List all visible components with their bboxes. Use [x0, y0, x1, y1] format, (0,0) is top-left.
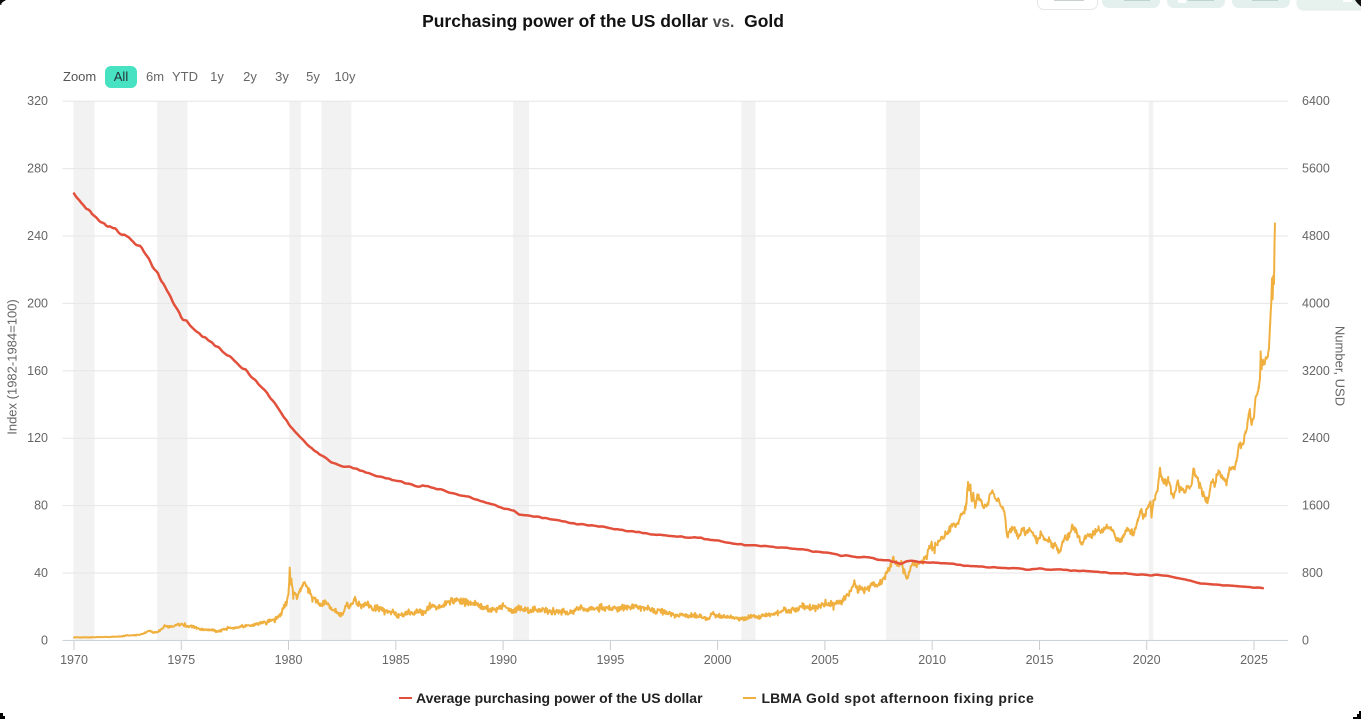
svg-text:2005: 2005: [811, 653, 839, 667]
svg-text:240: 240: [27, 229, 48, 243]
svg-text:1600: 1600: [1302, 499, 1330, 513]
svg-text:1985: 1985: [382, 653, 410, 667]
svg-text:6400: 6400: [1302, 94, 1330, 108]
svg-text:1970: 1970: [60, 653, 88, 667]
svg-text:320: 320: [27, 94, 48, 108]
svg-text:2010: 2010: [918, 653, 946, 667]
svg-text:160: 160: [27, 364, 48, 378]
svg-text:120: 120: [27, 431, 48, 445]
svg-text:1975: 1975: [167, 653, 195, 667]
svg-text:2020: 2020: [1133, 653, 1161, 667]
svg-text:1990: 1990: [489, 653, 517, 667]
svg-text:800: 800: [1302, 566, 1323, 580]
svg-text:4000: 4000: [1302, 296, 1330, 310]
svg-text:200: 200: [27, 296, 48, 310]
svg-text:Number, USD: Number, USD: [1333, 326, 1348, 406]
svg-text:80: 80: [34, 499, 48, 513]
svg-text:280: 280: [27, 162, 48, 176]
svg-text:Index (1982-1984=100): Index (1982-1984=100): [5, 299, 20, 435]
svg-text:3200: 3200: [1302, 364, 1330, 378]
svg-text:5600: 5600: [1302, 162, 1330, 176]
svg-text:2025: 2025: [1240, 653, 1268, 667]
svg-text:1995: 1995: [596, 653, 624, 667]
svg-text:2015: 2015: [1026, 653, 1054, 667]
svg-text:2000: 2000: [704, 653, 732, 667]
svg-text:2400: 2400: [1302, 431, 1330, 445]
svg-text:0: 0: [1302, 633, 1309, 647]
svg-text:4800: 4800: [1302, 229, 1330, 243]
svg-text:1980: 1980: [275, 653, 303, 667]
svg-text:0: 0: [41, 633, 48, 647]
svg-text:40: 40: [34, 566, 48, 580]
